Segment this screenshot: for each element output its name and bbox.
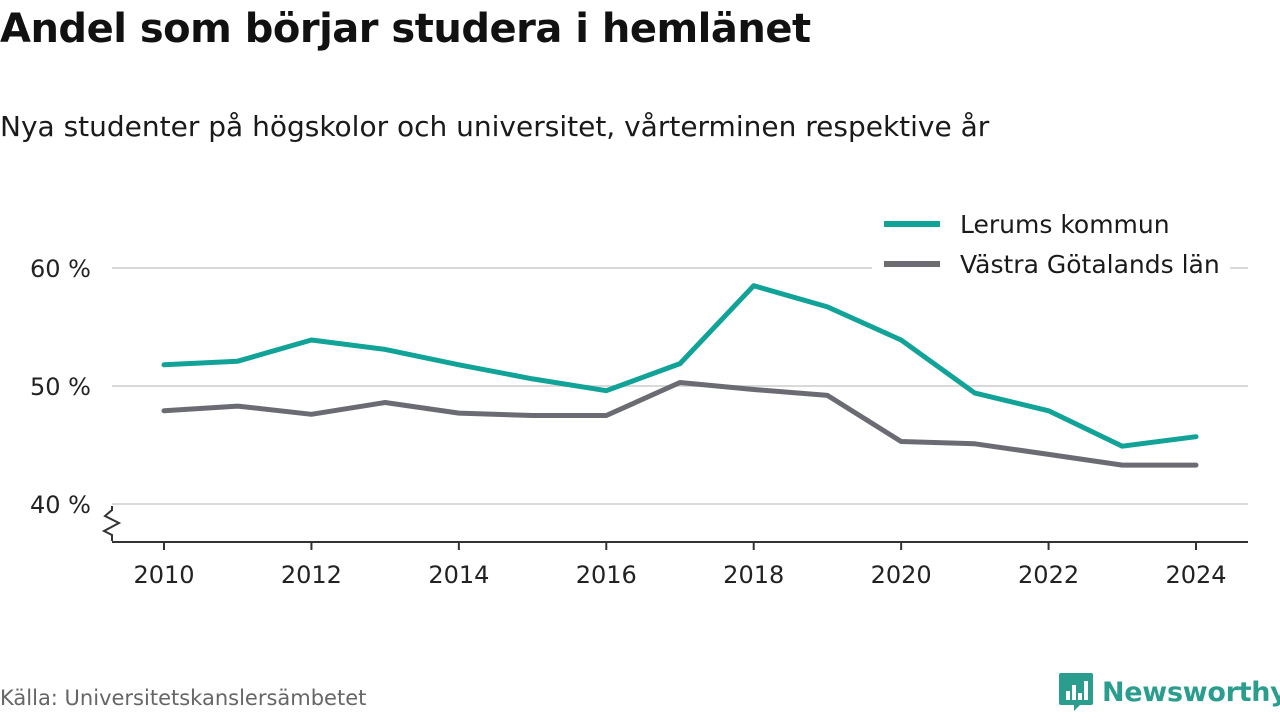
chart-title: Andel som börjar studera i hemlänet (0, 6, 811, 52)
y-tick-label: 60 % (30, 255, 91, 283)
x-tick-label: 2024 (1165, 561, 1226, 589)
axes: 40 % 50 % 60 % 2010 2012 2014 2016 2018 2020 2022… (30, 255, 1248, 589)
newsworthy-logo: Newsworthy (1058, 672, 1280, 712)
legend-background (872, 200, 1230, 284)
legend-label: Lerums kommun (960, 210, 1170, 239)
legend-label: Västra Götalands län (960, 250, 1220, 279)
gridlines (112, 267, 1248, 505)
y-tick-label: 40 % (30, 491, 91, 519)
series-line-vastra-gotaland (161, 380, 1199, 468)
axis-break-icon (101, 506, 122, 541)
source-note: Källa: Universitetskanslersämbetet (0, 686, 367, 710)
y-tick-label: 50 % (30, 373, 91, 401)
bar-chart-logo-icon (1059, 673, 1093, 711)
x-tick-label: 2012 (281, 561, 342, 589)
x-tick-label: 2010 (133, 561, 194, 589)
x-tick-label: 2014 (428, 561, 489, 589)
x-tick-label: 2016 (576, 561, 637, 589)
legend: Lerums kommun Västra Götalands län (872, 200, 1230, 284)
x-tick-label: 2018 (723, 561, 784, 589)
chart-subtitle: Nya studenter på högskolor och universit… (0, 110, 990, 143)
series-line-lerum (161, 283, 1199, 449)
x-tick-label: 2020 (871, 561, 932, 589)
series-lines (161, 283, 1199, 468)
x-tick-label: 2022 (1018, 561, 1079, 589)
logo-text: Newsworthy (1102, 676, 1280, 708)
